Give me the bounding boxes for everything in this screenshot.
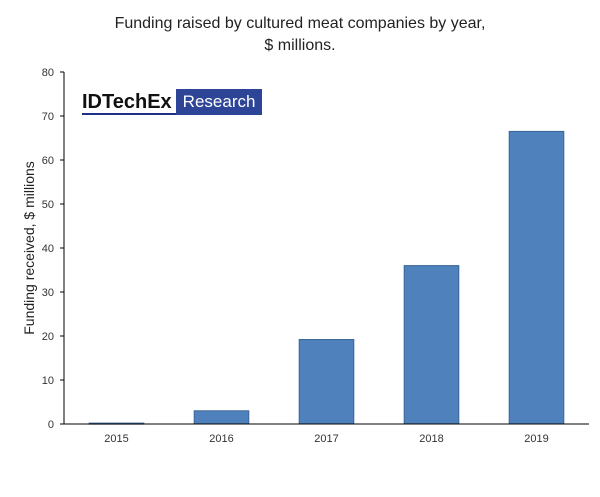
bar-2016 bbox=[193, 410, 250, 425]
logo-sub: Research bbox=[175, 89, 263, 115]
logo-brand: IDTechEx bbox=[82, 89, 176, 115]
y-tick-label: 50 bbox=[42, 199, 54, 211]
idtechex-logo: IDTechEx Research bbox=[82, 89, 263, 115]
bar-2018 bbox=[403, 265, 460, 425]
chart-title: Funding raised by cultured meat companie… bbox=[114, 15, 486, 32]
x-tick-label: 2016 bbox=[209, 433, 233, 445]
y-tick-label: 30 bbox=[42, 287, 54, 299]
x-tick-label: 2019 bbox=[524, 433, 548, 445]
chart-subtitle: $ millions. bbox=[264, 37, 336, 54]
y-tick-label: 70 bbox=[42, 111, 54, 123]
y-tick-label: 40 bbox=[42, 243, 54, 255]
y-tick-label: 0 bbox=[48, 419, 54, 431]
bars bbox=[88, 130, 565, 425]
x-axis: 2015 2016 2017 2018 2019 bbox=[64, 423, 589, 445]
x-tick-label: 2017 bbox=[314, 433, 338, 445]
y-tick-label: 60 bbox=[42, 155, 54, 167]
bar-2017 bbox=[298, 339, 355, 425]
x-tick-label: 2018 bbox=[419, 433, 443, 445]
y-axis-label: Funding received, $ millions bbox=[21, 161, 37, 335]
y-tick-label: 20 bbox=[42, 331, 54, 343]
y-axis: 0 10 20 30 40 50 60 70 80 bbox=[42, 67, 65, 431]
y-tick-label: 80 bbox=[42, 67, 54, 79]
y-tick-label: 10 bbox=[42, 375, 54, 387]
x-tick-label: 2015 bbox=[104, 433, 128, 445]
bar-2019 bbox=[508, 130, 565, 425]
